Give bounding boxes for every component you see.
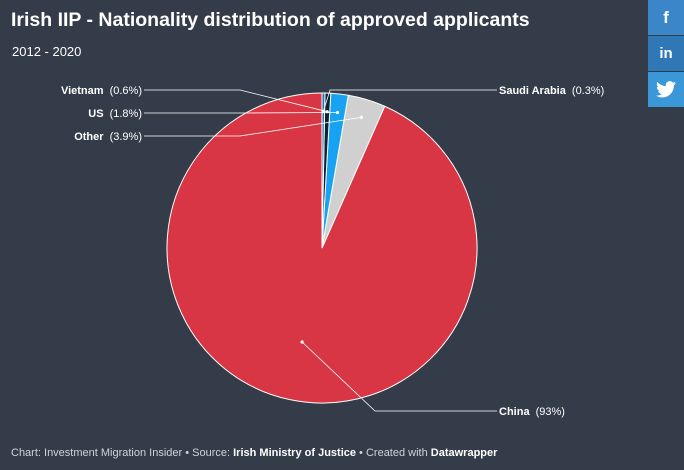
facebook-icon: f: [663, 7, 669, 27]
leader-dot-china: [300, 340, 304, 344]
label-other-name: Other: [74, 131, 104, 143]
footer-created-with: • Created with: [356, 447, 431, 459]
label-us: US (1.8%): [88, 108, 142, 120]
label-saudi-arabia: Saudi Arabia (0.3%): [499, 85, 604, 97]
label-vietnam-value: (0.6%): [110, 85, 142, 97]
footer-source[interactable]: Irish Ministry of Justice: [233, 447, 356, 459]
chart-subtitle: 2012 - 2020: [12, 44, 82, 59]
label-china-name: China: [499, 406, 530, 418]
label-us-name: US: [88, 108, 103, 120]
label-leader-lines: [144, 89, 497, 412]
linkedin-share-button[interactable]: in: [648, 36, 684, 71]
chart-title: Irish IIP - Nationality distribution of …: [11, 9, 530, 31]
share-bar: f in: [648, 0, 684, 108]
label-us-value: (1.8%): [110, 108, 142, 120]
label-china-value: (93%): [536, 406, 565, 418]
footer-tool[interactable]: Datawrapper: [430, 447, 498, 459]
label-saudi-arabia-value: (0.3%): [572, 85, 604, 97]
label-vietnam-name: Vietnam: [61, 85, 104, 97]
leader-dot-other: [359, 115, 363, 119]
linkedin-icon: in: [659, 45, 673, 62]
label-china: China (93%): [499, 406, 565, 418]
footer-credit: Chart: Investment Migration Insider • So…: [11, 447, 234, 459]
leader-line-vietnam: [144, 89, 328, 113]
label-other-value: (3.9%): [110, 131, 142, 143]
leader-dot-vietnam: [325, 110, 329, 114]
leader-dot-saudi-arabia: [321, 110, 325, 114]
label-saudi-arabia-name: Saudi Arabia: [499, 85, 567, 97]
leader-line-us: [144, 112, 338, 114]
pie-slice-saudi-arabia[interactable]: [321, 92, 326, 249]
label-vietnam: Vietnam (0.6%): [61, 85, 142, 97]
chart-footer: Chart: Investment Migration Insider • So…: [11, 447, 497, 459]
leader-dot-us: [335, 110, 340, 115]
leader-line-other: [144, 117, 362, 137]
pie-chart: China (93%) Other (3.9%) US (1.8%) Vietn…: [61, 85, 604, 418]
leader-line-china: [301, 341, 497, 412]
facebook-share-button[interactable]: f: [648, 0, 684, 35]
leader-line-saudi-arabia: [322, 89, 497, 112]
twitter-bird-icon: [656, 81, 676, 98]
pie-slices: [166, 92, 478, 404]
twitter-share-button[interactable]: [648, 72, 684, 107]
label-other: Other (3.9%): [74, 131, 142, 143]
